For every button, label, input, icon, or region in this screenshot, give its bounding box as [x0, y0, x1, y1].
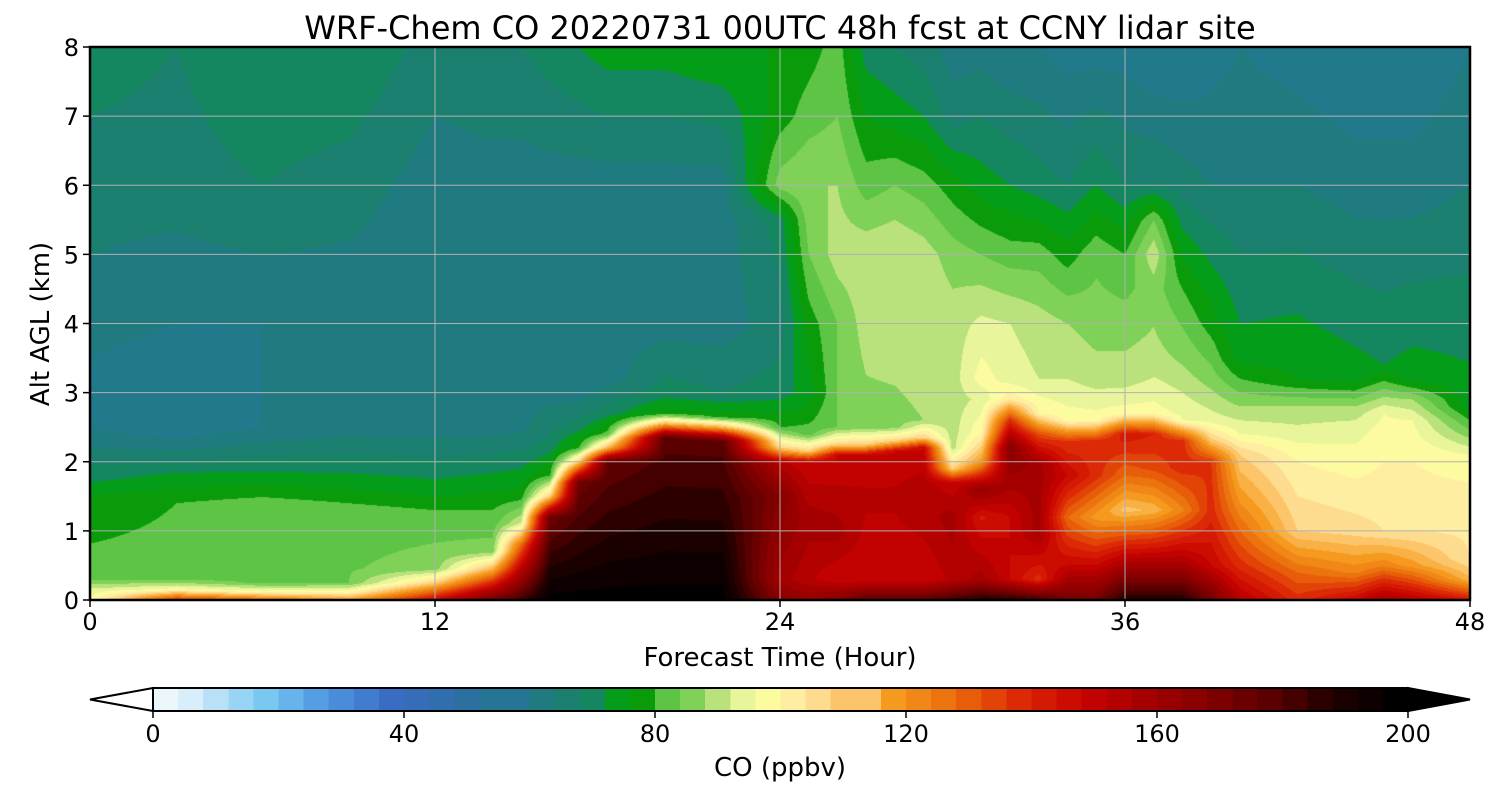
colorbar-min-extension	[89, 686, 154, 713]
x-tick-label: 36	[1110, 608, 1141, 636]
y-tick-label: 7	[64, 103, 79, 131]
y-tick-label: 6	[64, 172, 79, 200]
x-tick-label: 12	[420, 608, 451, 636]
colorbar-ticks: 0 40 80 120 160 200	[145, 711, 1431, 748]
x-tick-label: 24	[765, 608, 796, 636]
y-axis: 0 1 2 3 4 5 6 7 8	[64, 34, 90, 615]
y-tick-label: 2	[64, 449, 79, 477]
colorbar-tick-label: 40	[389, 720, 420, 748]
x-axis: 0 12 24 36 48	[82, 600, 1485, 636]
y-tick-label: 0	[64, 587, 79, 615]
y-tick-label: 1	[64, 518, 79, 546]
chart-title: WRF-Chem CO 20220731 00UTC 48h fcst at C…	[304, 9, 1255, 47]
colorbar-tick-label: 120	[883, 720, 929, 748]
y-tick-label: 8	[64, 34, 79, 62]
colorbar-tick-label: 200	[1385, 720, 1431, 748]
x-axis-label: Forecast Time (Hour)	[643, 643, 916, 673]
grid-lines	[90, 47, 1470, 600]
colorbar-max-extension	[1407, 686, 1471, 713]
x-tick-label: 0	[82, 608, 97, 636]
colorbar-body	[153, 688, 1408, 711]
colorbar-tick-label: 160	[1134, 720, 1180, 748]
colorbar-frame	[152, 687, 1409, 712]
x-tick-label: 48	[1455, 608, 1486, 636]
y-tick-label: 5	[64, 241, 79, 269]
colorbar: 0 40 80 120 160 200 CO (ppbv)	[89, 686, 1471, 783]
y-tick-label: 3	[64, 380, 79, 408]
y-tick-label: 4	[64, 311, 79, 339]
colorbar-tick-label: 0	[145, 720, 160, 748]
colorbar-label: CO (ppbv)	[714, 753, 846, 783]
colorbar-tick-label: 80	[640, 720, 671, 748]
y-axis-label: Alt AGL (km)	[26, 242, 56, 406]
